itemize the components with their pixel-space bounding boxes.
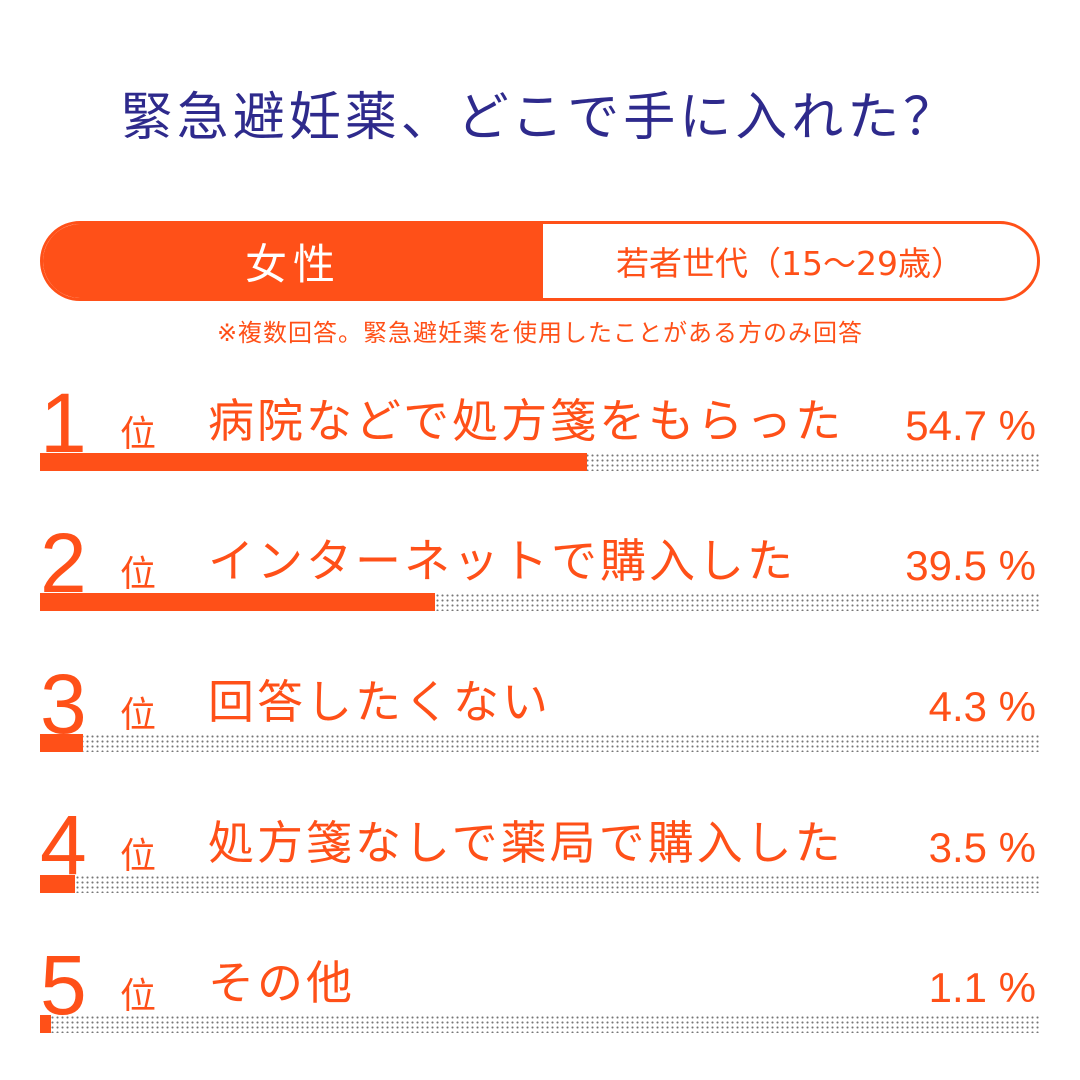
rank-number: 3 <box>40 657 87 751</box>
rank-number: 4 <box>40 798 87 892</box>
bar-track <box>40 875 1040 893</box>
rank-suffix: 位 <box>120 414 157 455</box>
category-label: インターネットで購入した <box>208 534 796 588</box>
rank-row: 1 位 病院などで処方箋をもらった 54.7 % <box>40 381 1040 491</box>
bar <box>40 1015 51 1033</box>
chart-title: 緊急避妊薬、どこで手に入れた？ <box>120 88 960 148</box>
bar <box>40 734 83 752</box>
bar-track <box>40 453 1040 471</box>
rank-suffix: 位 <box>120 695 157 736</box>
rank-row: 4 位 処方箋なしで薬局で購入した 3.5 % <box>40 803 1040 913</box>
category-label: 病院などで処方箋をもらった <box>208 394 845 448</box>
rank-suffix: 位 <box>120 976 157 1017</box>
bar <box>40 875 75 893</box>
value-label: 54.7 % <box>905 402 1036 449</box>
value-label: 1.1 % <box>928 964 1036 1011</box>
rank-row: 5 位 その他 1.1 % <box>40 943 1040 1053</box>
rank-suffix: 位 <box>120 836 157 877</box>
segment-header: 女性 若者世代（15〜29歳） <box>40 221 1040 301</box>
gender-label: 女性 <box>43 224 543 298</box>
bar <box>40 453 587 471</box>
bar-track <box>40 593 1040 611</box>
category-label: 回答したくない <box>208 675 551 729</box>
age-group-label: 若者世代（15〜29歳） <box>616 244 964 283</box>
rank-number: 2 <box>40 516 87 610</box>
footnote: ※複数回答。緊急避妊薬を使用したことがある方のみ回答 <box>216 319 864 347</box>
value-label: 39.5 % <box>905 542 1036 589</box>
bar <box>40 593 435 611</box>
rank-number: 5 <box>40 938 87 1032</box>
bar-track <box>40 1015 1040 1033</box>
rank-row: 3 位 回答したくない 4.3 % <box>40 662 1040 772</box>
value-label: 3.5 % <box>928 824 1036 871</box>
rank-row: 2 位 インターネットで購入した 39.5 % <box>40 521 1040 631</box>
category-label: 処方箋なしで薬局で購入した <box>208 816 844 870</box>
rank-number: 1 <box>40 376 87 470</box>
value-label: 4.3 % <box>928 683 1036 730</box>
bar-track <box>40 734 1040 752</box>
rank-suffix: 位 <box>120 554 157 595</box>
category-label: その他 <box>208 956 355 1010</box>
